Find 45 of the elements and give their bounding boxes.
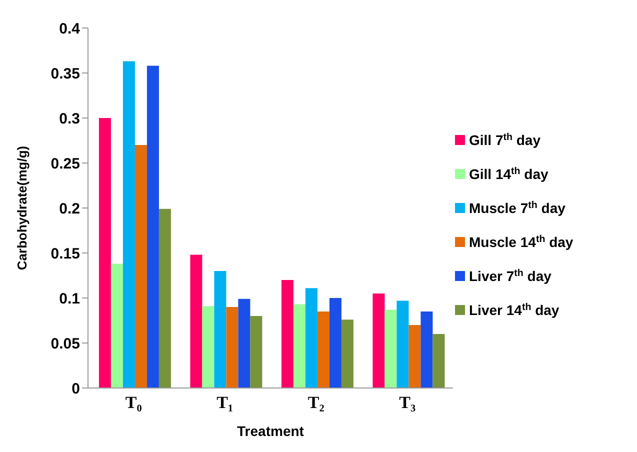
bar	[396, 300, 409, 388]
bar	[202, 306, 214, 388]
x-tick-label: T₀	[125, 393, 142, 412]
bar	[250, 316, 262, 388]
bar	[214, 271, 226, 388]
bar	[122, 61, 135, 388]
bar	[134, 145, 147, 388]
bar	[110, 264, 123, 388]
legend-label: Liver 14$^{th}$ day	[469, 301, 560, 318]
y-tick-label: 0.2	[59, 200, 80, 218]
bar	[408, 325, 421, 388]
y-tick-label: 0.25	[50, 155, 80, 172]
y-tick-label: 0.05	[50, 335, 80, 352]
bar	[384, 310, 397, 388]
bar	[158, 208, 171, 388]
legend-label: Gill 7$^{th}$ day	[469, 131, 541, 148]
bar	[341, 320, 354, 388]
x-axis-title: Treatment	[237, 423, 304, 439]
y-tick-label: 0	[72, 380, 80, 398]
y-tick-label: 0.4	[59, 20, 81, 38]
bar	[329, 298, 342, 388]
bar	[372, 294, 385, 388]
bar	[305, 288, 318, 388]
bar	[293, 304, 306, 388]
bar	[226, 307, 238, 388]
y-tick-label: 0.3	[59, 110, 80, 128]
x-tick-label: T₃	[399, 393, 416, 412]
x-tick-label: T₂	[308, 393, 324, 412]
y-axis-title: Carbohydrate(mg/g)	[14, 146, 30, 270]
legend-label: Liver 7$^{th}$ day	[469, 267, 552, 284]
bar	[238, 298, 250, 388]
bar	[98, 118, 111, 388]
bar	[146, 66, 159, 388]
bar	[420, 312, 433, 388]
legend-label: Muscle 14$^{th}$ day	[469, 233, 574, 250]
y-tick-label: 0.35	[50, 65, 80, 82]
legend-label: Muscle 7$^{th}$ day	[469, 199, 566, 216]
legend-label: Gill 14$^{th}$ day	[469, 165, 549, 182]
bar	[281, 280, 294, 388]
x-tick-label: T₁	[216, 393, 234, 412]
bar	[432, 334, 445, 388]
bar	[190, 254, 202, 388]
bar	[317, 312, 330, 388]
y-tick-label: 0.15	[50, 245, 80, 262]
y-tick-label: 0.1	[59, 290, 80, 308]
